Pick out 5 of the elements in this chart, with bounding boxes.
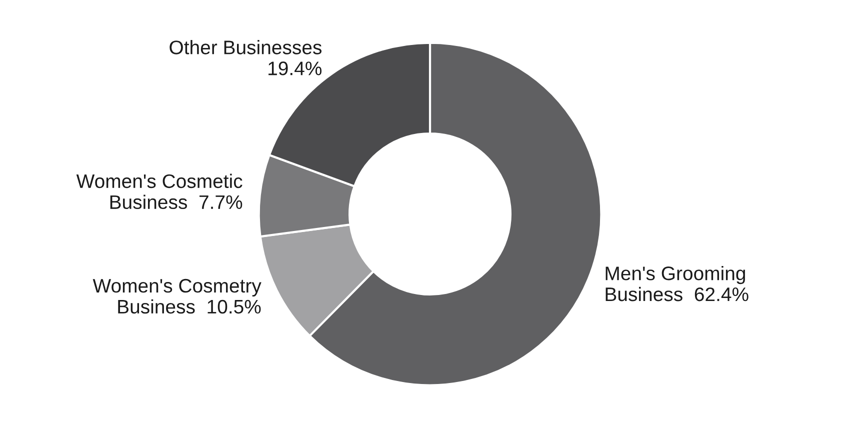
slice-label: Women's Cosmetic Business 7.7% — [76, 174, 242, 210]
slice-label: Men's Grooming Business 62.4% — [606, 266, 748, 302]
slice-label: Women's Cosmetry Business 10.5% — [92, 278, 262, 314]
slice-label: Other Businesses — [170, 40, 322, 54]
data-label: 19.4% — [268, 62, 322, 76]
